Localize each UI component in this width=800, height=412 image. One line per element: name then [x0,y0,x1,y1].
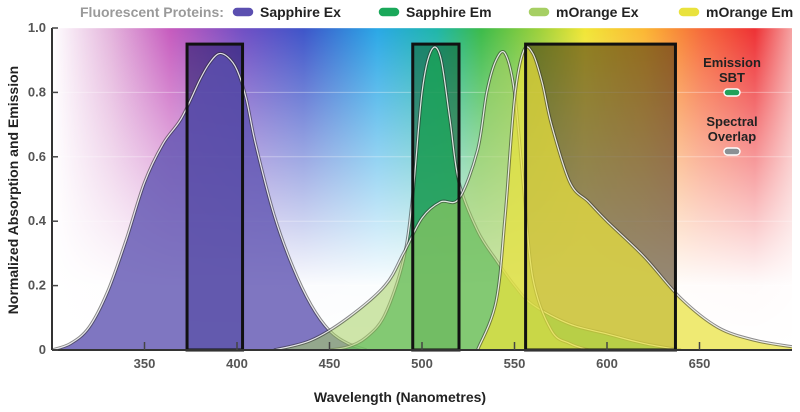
legend-title: Fluorescent Proteins: [80,4,224,20]
legend-label-3: mOrange Ex [556,4,639,20]
series-outline-light-1 [52,52,367,350]
y-tick-label-3: 0.6 [28,149,46,164]
y-tick-label-2: 0.4 [28,213,47,228]
x-tick-label-600: 600 [596,356,618,371]
legend-swatch-2 [377,6,401,18]
x-tick-label-350: 350 [134,356,156,371]
legend-entry-2: Sapphire Em [377,4,492,20]
legend-label-1: Sapphire Ex [260,4,341,20]
spectral-overlap-swatch [723,147,741,156]
legend-entry-3: mOrange Ex [527,4,639,20]
emission-sbt-swatch [723,88,741,97]
legend-swatch-3 [527,6,551,18]
legend-label-2: Sapphire Em [406,4,492,20]
spectral-overlap-label-line1: Spectral [706,114,757,129]
series-morange-em [476,45,792,350]
x-tick-label-500: 500 [411,356,433,371]
series-area-1 [52,53,367,350]
legend-entry-1: Sapphire Ex [231,4,341,20]
ticks: 350 400 450 500 550 600 650 0 0.2 0.4 0.6 0.8 1.0 [28,20,710,371]
y-axis-label: Normalized Absorption and Emission [5,66,21,314]
y-tick-label-5: 1.0 [28,20,46,35]
x-tick-label-550: 550 [504,356,526,371]
legend-swatch-4 [677,6,701,18]
emission-sbt-label-line1: Emission [703,55,761,70]
annotations: Emission SBT Spectral Overlap [703,55,761,156]
x-tick-label-650: 650 [689,356,711,371]
legend: Fluorescent Proteins: Sapphire Ex Sapphir… [80,4,793,20]
series-layer [52,45,792,350]
series-outline-light-4 [476,46,792,350]
emission-sbt-label-line2: SBT [719,70,745,85]
series-area-4 [477,46,792,350]
legend-entry-4: mOrange Em [677,4,793,20]
series-sapphire-ex [52,51,368,350]
x-axis-label: Wavelength (Nanometres) [314,389,486,405]
spectral-overlap-label-line2: Overlap [708,129,756,144]
y-tick-label-1: 0.2 [28,278,46,293]
y-tick-label-4: 0.8 [28,84,46,99]
y-tick-label-0: 0 [39,342,46,357]
legend-swatch-1 [231,6,255,18]
x-tick-label-400: 400 [226,356,248,371]
legend-label-4: mOrange Em [706,4,793,20]
x-tick-label-450: 450 [319,356,341,371]
